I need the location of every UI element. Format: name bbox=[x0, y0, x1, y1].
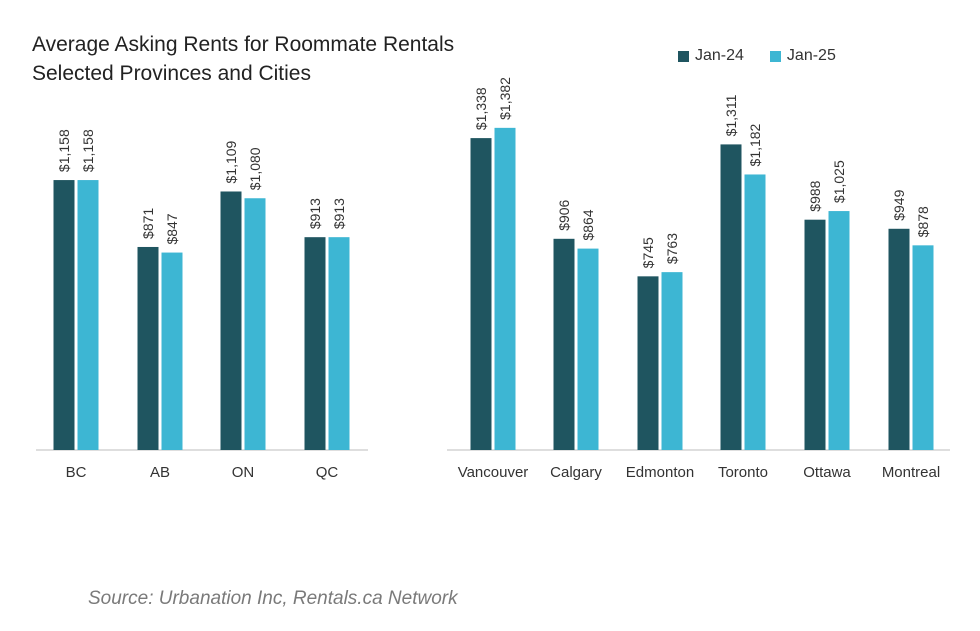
data-label-ab-jan-25: $847 bbox=[164, 213, 180, 244]
bar-on-jan-24 bbox=[220, 191, 242, 450]
legend-label-jan-25: Jan-25 bbox=[786, 47, 836, 64]
bar-toronto-jan-25 bbox=[744, 174, 766, 450]
chart-title: Average Asking Rents for Roommate Rental… bbox=[32, 33, 455, 56]
data-label-bc-jan-25: $1,158 bbox=[80, 129, 96, 172]
data-label-montreal-jan-24: $949 bbox=[891, 189, 907, 220]
legend: Jan-24 Jan-25 bbox=[678, 47, 862, 65]
chart-subtitle: Selected Provinces and Cities bbox=[32, 62, 311, 85]
bar-ab-jan-24 bbox=[137, 246, 159, 450]
data-label-on-jan-25: $1,080 bbox=[247, 147, 263, 190]
data-label-toronto-jan-25: $1,182 bbox=[747, 123, 763, 166]
data-label-bc-jan-24: $1,158 bbox=[56, 129, 72, 172]
bar-on-jan-25 bbox=[244, 198, 266, 450]
bar-vancouver-jan-25 bbox=[494, 127, 516, 450]
data-label-ottawa-jan-25: $1,025 bbox=[831, 160, 847, 203]
x-tick-label-edmonton: Edmonton bbox=[626, 464, 694, 481]
data-label-montreal-jan-25: $878 bbox=[915, 206, 931, 237]
data-label-ottawa-jan-24: $988 bbox=[807, 180, 823, 211]
bar-bc-jan-24 bbox=[53, 180, 75, 450]
legend-label-jan-24: Jan-24 bbox=[695, 47, 744, 64]
bar-calgary-jan-24 bbox=[553, 238, 575, 450]
bar-ab-jan-25 bbox=[161, 252, 183, 450]
source-note: Source: Urbanation Inc, Rentals.ca Netwo… bbox=[88, 588, 458, 609]
data-label-edmonton-jan-24: $745 bbox=[640, 237, 656, 268]
data-label-edmonton-jan-25: $763 bbox=[664, 233, 680, 264]
data-label-ab-jan-24: $871 bbox=[140, 208, 156, 239]
bar-montreal-jan-25 bbox=[912, 245, 934, 450]
legend-item-jan-24: Jan-24 bbox=[678, 47, 744, 65]
data-label-on-jan-24: $1,109 bbox=[223, 140, 239, 183]
x-tick-label-ottawa: Ottawa bbox=[803, 464, 851, 481]
bar-toronto-jan-24 bbox=[720, 144, 742, 451]
x-tick-label-bc: BC bbox=[66, 464, 87, 481]
x-tick-label-toronto: Toronto bbox=[718, 464, 768, 481]
data-label-qc-jan-25: $913 bbox=[331, 198, 347, 229]
legend-swatch-jan-24 bbox=[678, 50, 689, 62]
data-label-vancouver-jan-24: $1,338 bbox=[473, 87, 489, 130]
bar-ottawa-jan-24 bbox=[804, 219, 826, 450]
bar-ottawa-jan-25 bbox=[828, 211, 850, 450]
data-label-toronto-jan-24: $1,311 bbox=[723, 94, 739, 136]
x-tick-label-qc: QC bbox=[316, 464, 339, 481]
x-tick-label-on: ON bbox=[232, 464, 255, 481]
data-label-calgary-jan-24: $906 bbox=[556, 199, 572, 230]
data-label-vancouver-jan-25: $1,382 bbox=[497, 77, 513, 120]
bar-vancouver-jan-24 bbox=[470, 138, 492, 450]
data-label-qc-jan-24: $913 bbox=[307, 198, 323, 229]
bar-edmonton-jan-25 bbox=[661, 272, 683, 450]
data-label-calgary-jan-25: $864 bbox=[580, 209, 596, 240]
x-tick-label-vancouver: Vancouver bbox=[458, 464, 529, 481]
bar-calgary-jan-25 bbox=[577, 248, 599, 450]
legend-item-jan-25: Jan-25 bbox=[769, 47, 836, 65]
x-tick-label-calgary: Calgary bbox=[550, 464, 602, 481]
bar-qc-jan-25 bbox=[328, 237, 350, 450]
bar-edmonton-jan-24 bbox=[637, 276, 659, 450]
bar-montreal-jan-24 bbox=[888, 228, 910, 450]
legend-swatch-jan-25 bbox=[769, 50, 781, 62]
bar-bc-jan-25 bbox=[77, 180, 99, 450]
x-tick-label-ab: AB bbox=[150, 464, 170, 481]
bar-qc-jan-24 bbox=[304, 237, 326, 450]
x-tick-label-montreal: Montreal bbox=[882, 464, 940, 481]
